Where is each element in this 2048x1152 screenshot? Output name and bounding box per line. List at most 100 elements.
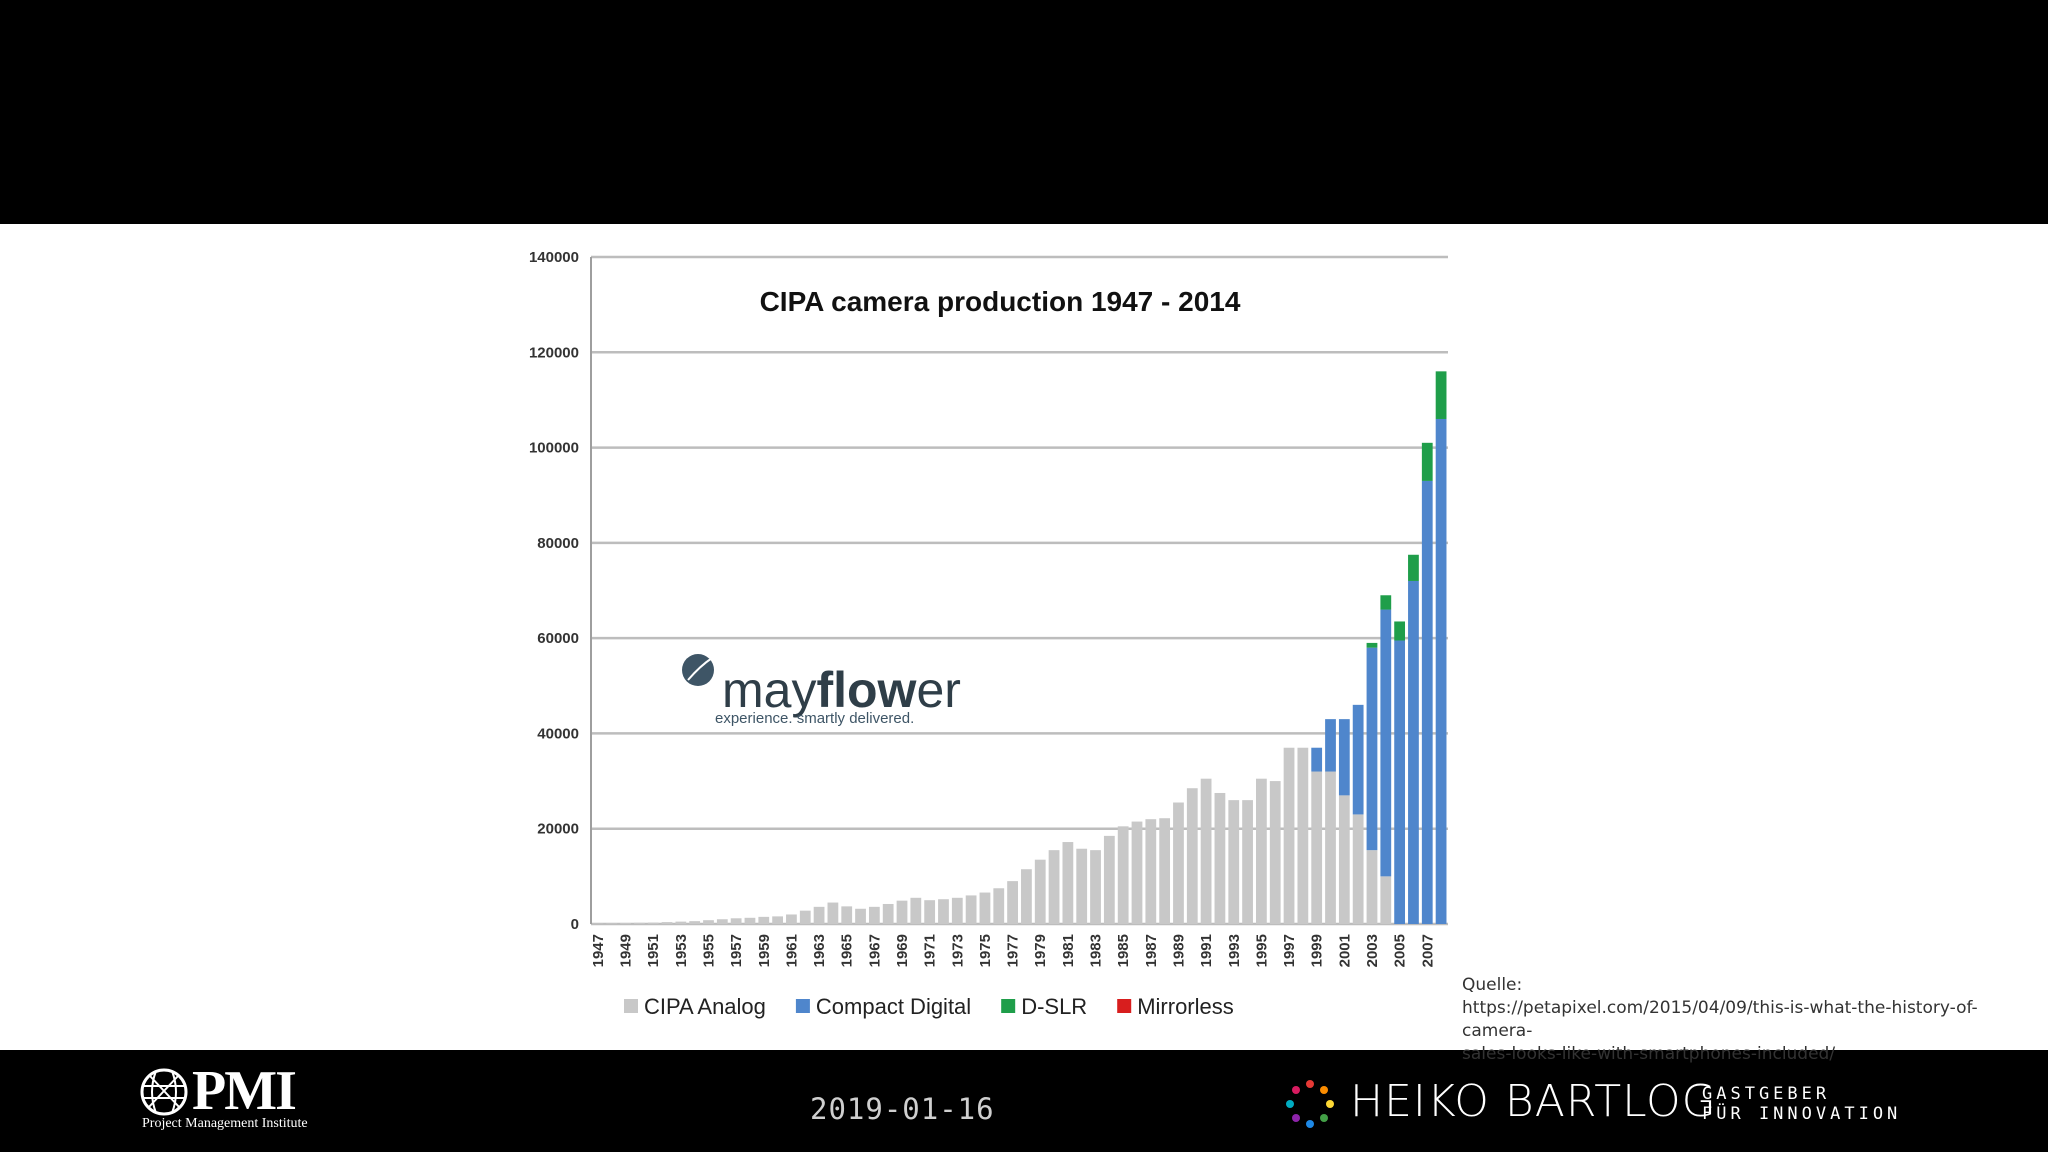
bar-segment — [1283, 747, 1295, 924]
bar-segment — [1421, 480, 1433, 924]
source-label: Quelle: — [1462, 975, 1523, 995]
legend-entry: Mirrorless — [1137, 994, 1234, 1019]
bar-segment — [647, 922, 659, 924]
x-tick-label: 1955 — [700, 934, 717, 967]
chart-title: CIPA camera production 1947 - 2014 — [760, 286, 1241, 317]
bar-segment — [1352, 704, 1364, 815]
bar-segment — [882, 903, 894, 924]
x-tick-label: 2003 — [1364, 934, 1381, 967]
x-tick-label: 1995 — [1253, 934, 1270, 967]
bar-segment — [1145, 819, 1157, 924]
x-tick-label: 1979 — [1032, 934, 1049, 967]
x-tick-label: 1959 — [756, 934, 773, 967]
x-tick-label: 1965 — [839, 934, 856, 967]
bar-segment — [1408, 580, 1419, 924]
x-tick-label: 1983 — [1088, 934, 1105, 967]
y-tick-label: 120000 — [529, 344, 579, 361]
bar-segment — [730, 918, 742, 924]
bar-segment — [938, 899, 949, 924]
bar-segment — [1021, 869, 1032, 924]
bar-segment — [786, 914, 797, 924]
bar-segment — [979, 892, 991, 924]
source-url-line2[interactable]: sales-looks-like-with-smartphones-includ… — [1462, 1044, 1836, 1064]
bar-segment — [868, 906, 880, 924]
bar-segment — [1173, 802, 1184, 924]
bar-segment — [1103, 835, 1115, 924]
bar-segment — [1214, 792, 1226, 924]
chart-legend: CIPA Analog Compact Digital D-SLR Mirrorles… — [624, 994, 1234, 1019]
watermark-flow: flow — [816, 662, 916, 718]
bar-segment — [951, 897, 963, 924]
dots-ring-icon — [1286, 1080, 1334, 1128]
x-tick-label: 1997 — [1281, 934, 1298, 967]
y-tick-label: 100000 — [529, 440, 579, 457]
bar-segment — [1421, 442, 1433, 481]
watermark-er: er — [916, 662, 960, 718]
source-url-line1[interactable]: https://petapixel.com/2015/04/09/this-is… — [1462, 998, 1978, 1041]
bar-segment — [924, 900, 936, 924]
x-tick-label: 1993 — [1226, 934, 1243, 967]
bar-segment — [1311, 747, 1323, 772]
x-tick-label: 2001 — [1336, 934, 1353, 967]
pmi-logo: PMI Project Management Institute — [140, 1063, 340, 1134]
bar-segment — [661, 922, 673, 924]
bar-segment — [1338, 795, 1350, 924]
x-tick-label: 1977 — [1005, 934, 1022, 967]
host-tagline-line2: FÜR INNOVATION — [1702, 1104, 1902, 1124]
bar-segment — [1394, 640, 1406, 924]
y-tick-label: 20000 — [537, 821, 579, 838]
legend-entry: CIPA Analog — [644, 994, 766, 1019]
y-tick-label: 40000 — [537, 725, 579, 742]
pmi-subtitle: Project Management Institute — [142, 1116, 308, 1131]
bar-segment — [1186, 788, 1198, 924]
bar-segment — [799, 910, 811, 924]
bar-segment — [1117, 826, 1129, 924]
chart-bars — [592, 371, 1447, 924]
bar-segment — [744, 917, 756, 924]
host-name: HEIKO BARTLOG — [1350, 1076, 1717, 1127]
x-tick-label: 1961 — [783, 934, 800, 967]
x-tick-label: 2005 — [1392, 934, 1409, 967]
x-tick-label: 1949 — [618, 934, 635, 967]
bar-segment — [813, 906, 825, 924]
watermark-may: may — [722, 662, 816, 718]
bar-segment — [606, 923, 618, 924]
bar-segment — [1380, 595, 1392, 610]
x-axis-ticks: 1947 1949 1951 1953 1955 1957 1959 1961 1963 1965… — [590, 934, 1436, 967]
x-tick-label: 1953 — [673, 934, 690, 967]
bar-segment — [1394, 621, 1406, 641]
bar-segment — [910, 897, 922, 924]
mayflower-watermark: mayflower experience. smartly delivered. — [682, 654, 961, 727]
host-tagline-line1: GASTGEBER — [1702, 1084, 1831, 1104]
bar-segment — [1352, 814, 1364, 924]
bar-segment — [1325, 771, 1336, 924]
bar-segment — [1366, 850, 1378, 924]
bar-segment — [703, 920, 714, 924]
x-tick-label: 1951 — [645, 934, 662, 967]
bar-segment — [993, 888, 1005, 924]
legend-swatch — [795, 999, 810, 1013]
bar-segment — [1062, 842, 1074, 924]
bar-segment — [827, 902, 839, 924]
chart-svg: 020000400006000080000100000120000140000 … — [529, 249, 1448, 1019]
x-tick-label: 1999 — [1309, 934, 1326, 967]
x-tick-label: 1973 — [949, 934, 966, 967]
bar-segment — [1366, 642, 1378, 648]
bar-segment — [1159, 818, 1171, 924]
x-tick-label: 1957 — [728, 934, 745, 967]
bar-segment — [1076, 848, 1088, 924]
bar-segment — [772, 916, 783, 924]
bar-segment — [1380, 876, 1392, 924]
bar-segment — [855, 908, 866, 924]
bar-segment — [1256, 778, 1267, 924]
bar-segment — [1380, 609, 1392, 877]
bar-segment — [716, 919, 728, 924]
bar-segment — [1034, 859, 1046, 924]
camera-production-chart: 0 20000 40000 60000 80000 100000 120000 140000 … — [500, 230, 1460, 1050]
bar-segment — [965, 895, 977, 924]
y-tick-label: 140000 — [529, 249, 579, 266]
bar-segment — [1435, 418, 1447, 924]
bar-segment — [1228, 800, 1240, 924]
bar-segment — [1131, 821, 1143, 924]
watermark-tagline: experience. smartly delivered. — [715, 710, 914, 727]
